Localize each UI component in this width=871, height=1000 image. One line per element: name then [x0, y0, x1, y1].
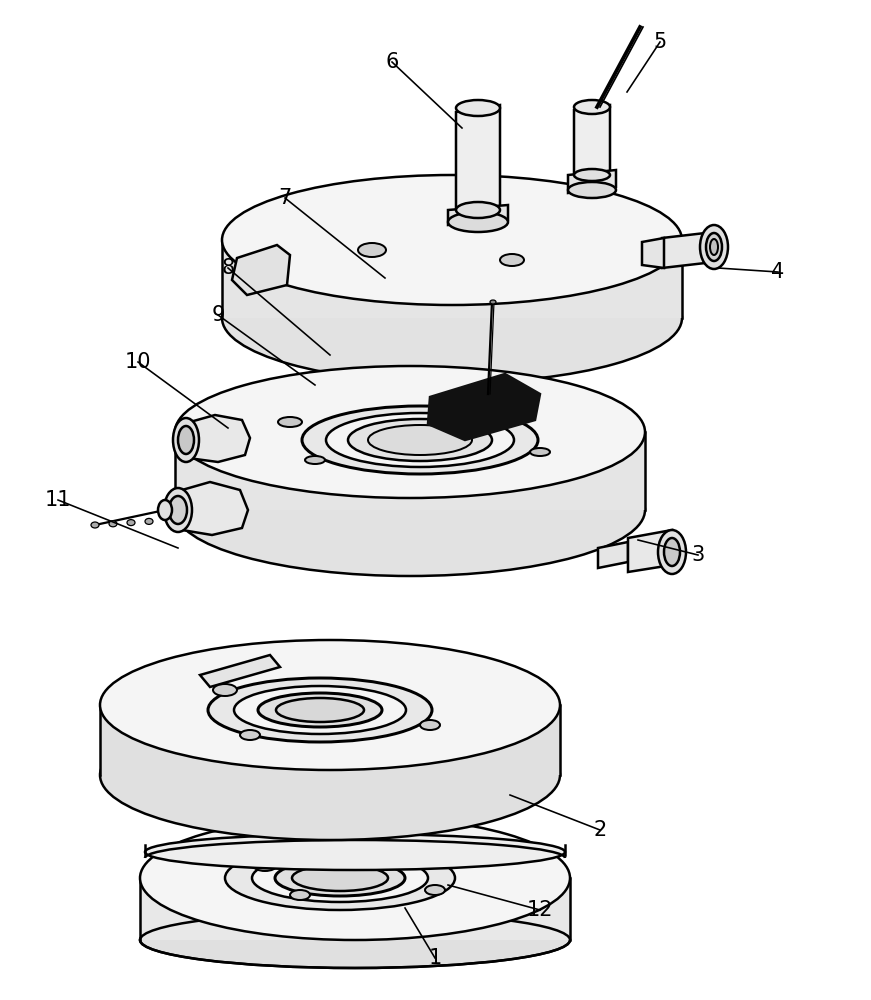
Text: 12: 12 [527, 900, 553, 920]
Text: 3: 3 [692, 545, 705, 565]
Polygon shape [448, 205, 508, 225]
Ellipse shape [530, 448, 550, 456]
Ellipse shape [456, 100, 500, 116]
Polygon shape [574, 105, 610, 175]
Ellipse shape [258, 693, 382, 727]
Polygon shape [428, 374, 540, 440]
Text: 4: 4 [772, 262, 785, 282]
Ellipse shape [213, 684, 237, 696]
Text: 6: 6 [385, 52, 399, 72]
Ellipse shape [91, 522, 99, 528]
Ellipse shape [175, 366, 645, 498]
Polygon shape [628, 530, 672, 572]
Ellipse shape [240, 730, 260, 740]
Ellipse shape [700, 225, 728, 269]
Ellipse shape [292, 865, 388, 891]
Ellipse shape [127, 520, 135, 526]
Polygon shape [200, 655, 280, 687]
Ellipse shape [164, 488, 192, 532]
Ellipse shape [222, 253, 682, 383]
Ellipse shape [490, 300, 496, 304]
Ellipse shape [500, 254, 524, 266]
Text: 8: 8 [221, 258, 234, 278]
Ellipse shape [225, 846, 455, 910]
Ellipse shape [169, 496, 187, 524]
Ellipse shape [420, 720, 440, 730]
Polygon shape [140, 878, 570, 940]
Ellipse shape [448, 212, 508, 232]
Ellipse shape [145, 518, 153, 524]
Polygon shape [232, 245, 290, 295]
Polygon shape [456, 105, 500, 210]
Polygon shape [222, 240, 682, 318]
Ellipse shape [574, 100, 610, 114]
Polygon shape [175, 482, 248, 535]
Ellipse shape [208, 678, 432, 742]
Ellipse shape [658, 530, 686, 574]
Ellipse shape [222, 175, 682, 305]
Ellipse shape [568, 182, 616, 198]
Ellipse shape [706, 233, 722, 261]
Ellipse shape [100, 640, 560, 770]
Text: 1: 1 [429, 948, 442, 968]
Ellipse shape [425, 885, 445, 895]
Ellipse shape [348, 419, 492, 461]
Polygon shape [642, 238, 664, 268]
Ellipse shape [145, 834, 565, 870]
Ellipse shape [173, 418, 199, 462]
Ellipse shape [664, 538, 680, 566]
Ellipse shape [302, 406, 538, 474]
Polygon shape [182, 415, 250, 462]
Text: 5: 5 [653, 32, 666, 52]
Polygon shape [662, 232, 714, 268]
Polygon shape [175, 432, 645, 510]
Ellipse shape [158, 500, 172, 520]
Ellipse shape [275, 860, 405, 896]
Text: 9: 9 [212, 305, 225, 325]
Text: 2: 2 [593, 820, 606, 840]
Ellipse shape [175, 444, 645, 576]
Ellipse shape [252, 854, 428, 902]
Polygon shape [568, 170, 616, 193]
Ellipse shape [574, 169, 610, 181]
Ellipse shape [456, 202, 500, 218]
Ellipse shape [326, 413, 514, 467]
Ellipse shape [305, 456, 325, 464]
Polygon shape [100, 705, 560, 775]
Ellipse shape [140, 912, 570, 968]
Ellipse shape [368, 425, 472, 455]
Ellipse shape [710, 239, 718, 255]
Ellipse shape [109, 521, 117, 527]
Text: 11: 11 [44, 490, 71, 510]
Ellipse shape [276, 698, 364, 722]
Ellipse shape [178, 426, 194, 454]
Polygon shape [598, 542, 628, 568]
Ellipse shape [290, 890, 310, 900]
Text: 10: 10 [125, 352, 152, 372]
Ellipse shape [358, 243, 386, 257]
Ellipse shape [100, 710, 560, 840]
Ellipse shape [253, 859, 277, 871]
Ellipse shape [140, 816, 570, 940]
Ellipse shape [234, 686, 406, 734]
Ellipse shape [278, 417, 302, 427]
Text: 7: 7 [279, 188, 292, 208]
